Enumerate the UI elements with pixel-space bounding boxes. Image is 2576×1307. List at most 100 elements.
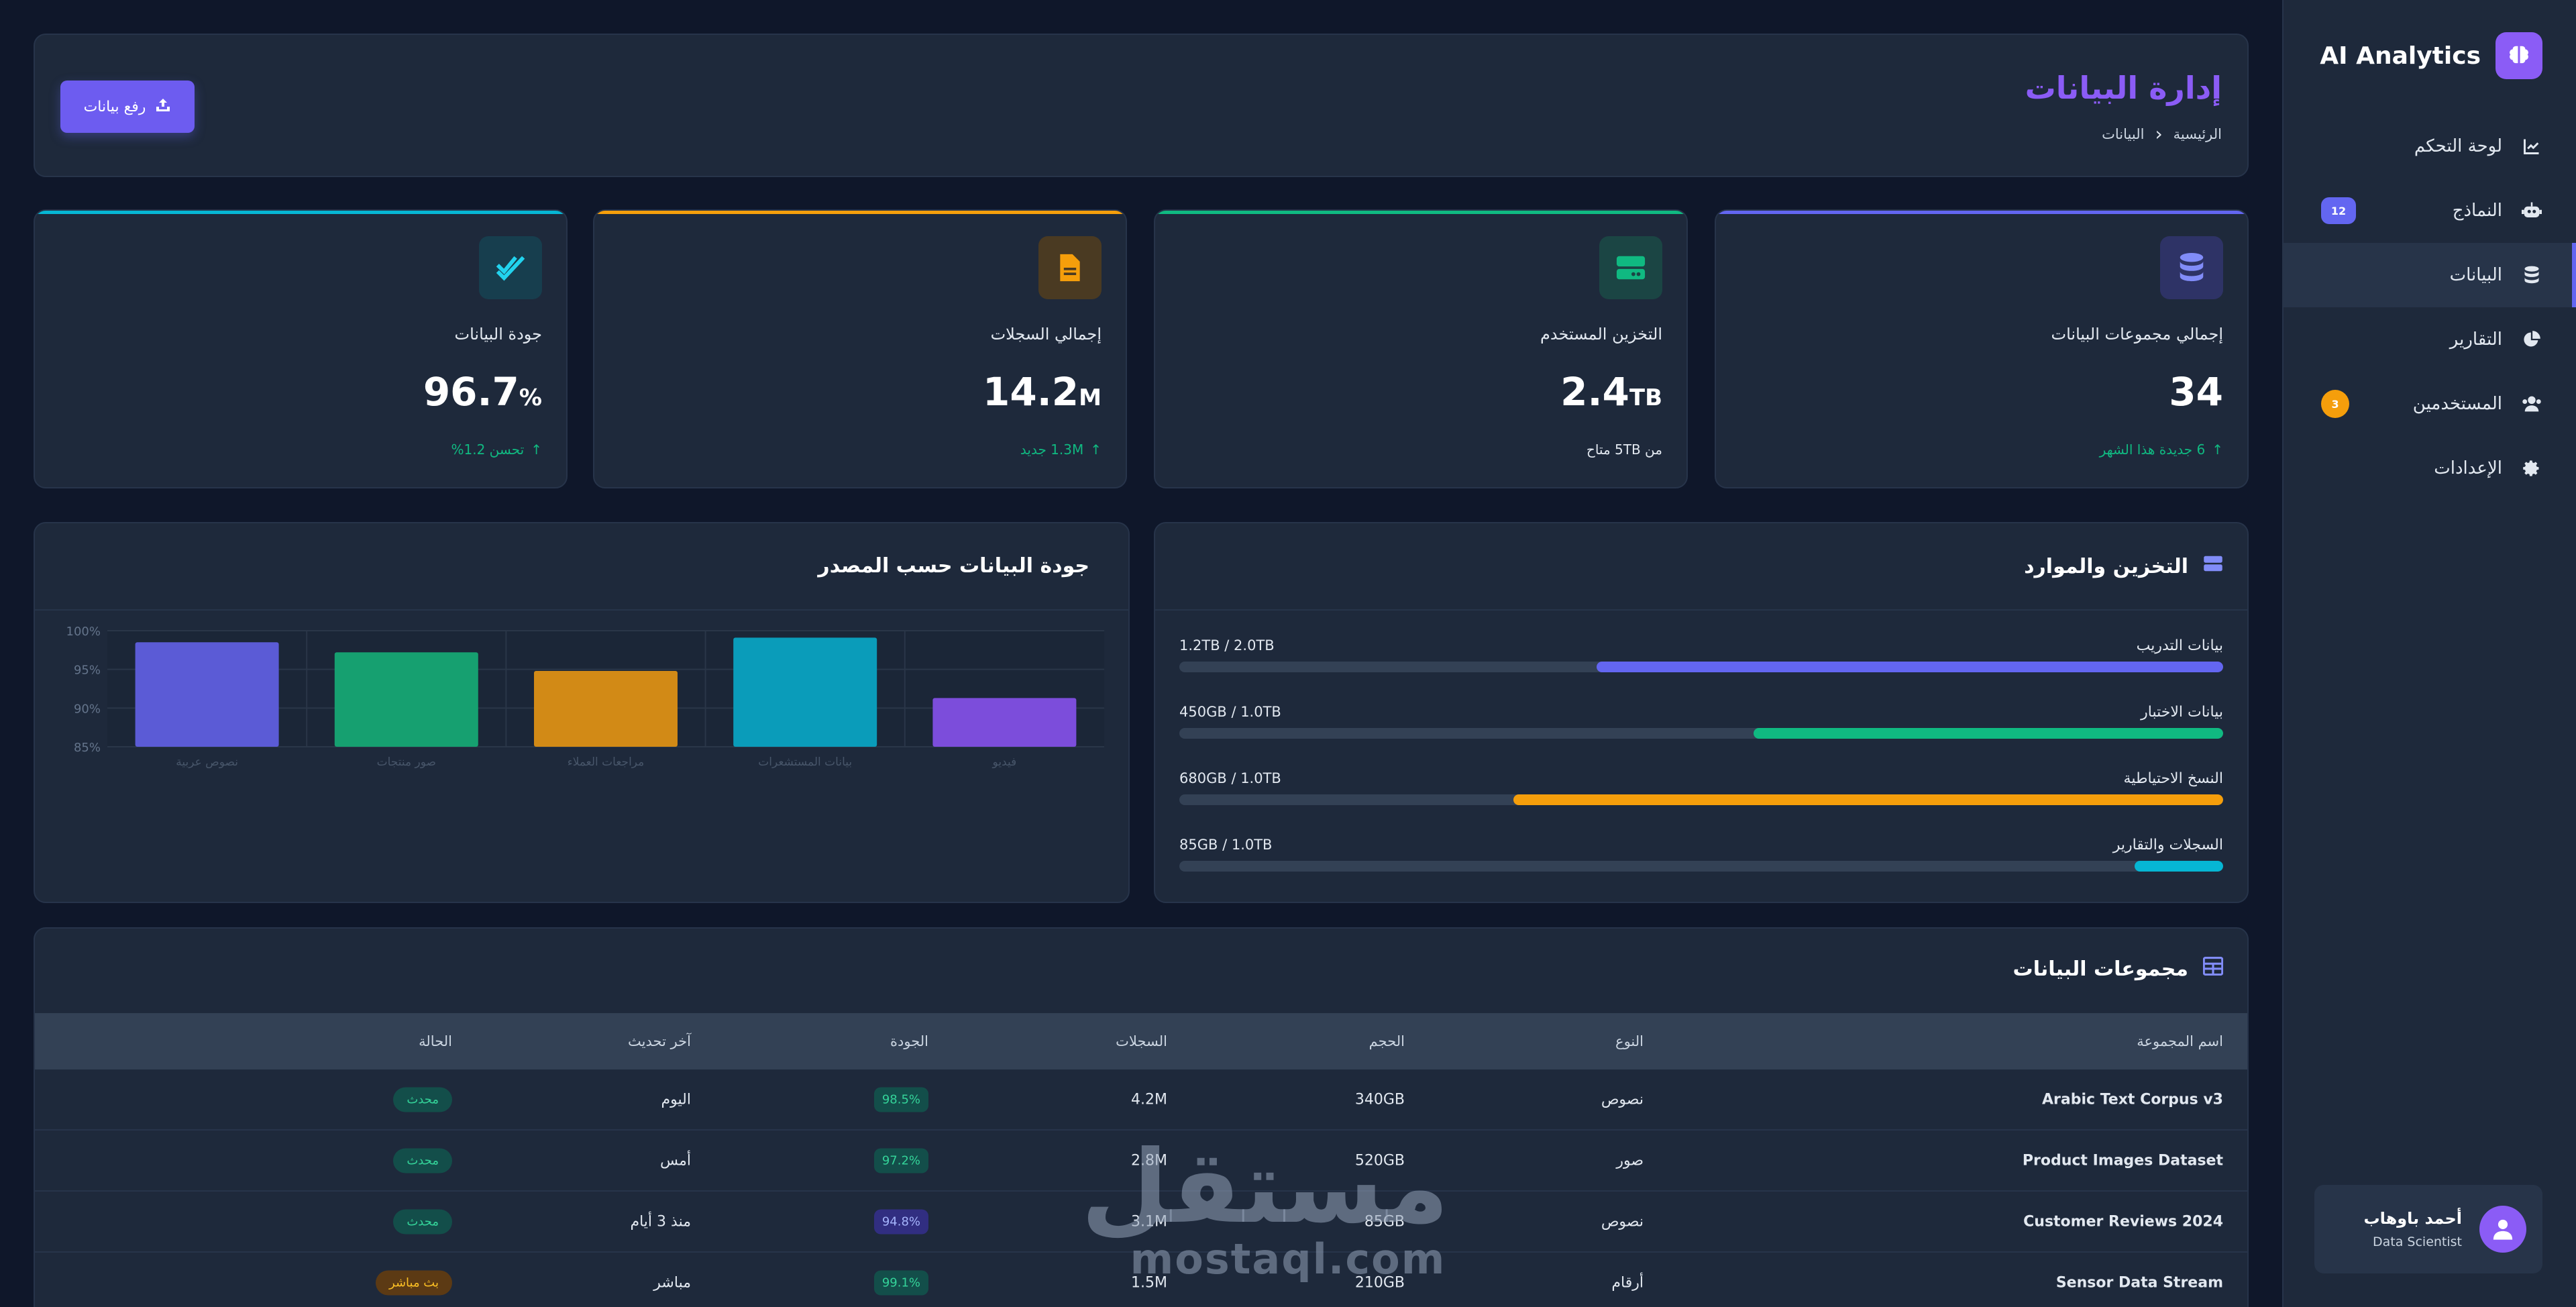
y-tick-label: 90% [74,702,101,716]
page-header: إدارة البيانات الرئيسية ‹ البيانات رفع ب… [34,34,2249,177]
progress-fill [2134,861,2223,872]
dataset-name[interactable]: Sensor Data Stream [2055,1274,2223,1291]
accent-line [594,211,1126,214]
arrow-up-icon: ↑ [1090,441,1102,458]
storage-row: بيانات الاختبار 450GB / 1.0TB [1179,704,2223,744]
breadcrumb-current: البيانات [2102,126,2145,142]
progress-track [1179,662,2223,672]
brain-icon [2496,32,2542,79]
accent-line [1155,211,1686,214]
storage-row-value: 450GB / 1.0TB [1179,704,1281,720]
sidebar-item-dashboard[interactable]: لوحة التحكم [2284,114,2576,178]
table-icon [2202,956,2224,981]
stat-card-datasets: إجمالي مجموعات البيانات 34 ↑ 6 جديدة هذا… [1715,209,2249,488]
sidebar-item-reports[interactable]: التقارير [2284,307,2576,372]
table-body: Arabic Text Corpus v3 نصوص 340GB 4.2M 98.5% ا… [35,1069,2247,1307]
dataset-type: نصوص [1601,1091,1644,1108]
column-header[interactable]: الحالة [419,1033,452,1049]
dataset-name[interactable]: Arabic Text Corpus v3 [2041,1091,2223,1108]
dataset-updated: اليوم [661,1091,691,1108]
storage-row-value: 1.2TB / 2.0TB [1179,637,1275,654]
quality-by-source-card: جودة البيانات حسب المصدر 100% 95% 90% 85% نص… [34,522,1130,903]
upload-data-button[interactable]: رفع بيانات [60,81,195,133]
stat-card-records: إجمالي السجلات 14.2M ↑ 1.3M جديد [593,209,1127,488]
breadcrumb-home[interactable]: الرئيسية [2173,126,2222,142]
quality-badge: 98.5% [873,1087,928,1112]
models-count-badge: 12 [2321,197,2356,224]
dataset-name[interactable]: Customer Reviews 2024 [2023,1213,2223,1230]
upload-button-label: رفع بيانات [83,98,146,115]
upload-icon [155,97,171,116]
stat-value: 34 [2169,369,2223,415]
storage-row-label: بيانات التدريب [2136,637,2223,654]
arrow-up-icon: ↑ [2212,441,2223,458]
table-row[interactable]: Customer Reviews 2024 نصوص 85GB 3.1M 94.8% من… [35,1192,2247,1253]
stat-note: من 5TB متاح [1587,441,1662,458]
quality-bar [534,670,678,747]
table-row[interactable]: Sensor Data Stream أرقام 210GB 1.5M 99.1% مبا… [35,1253,2247,1307]
dataset-updated: مباشر [653,1274,691,1291]
column-header[interactable]: آخر تحديث [628,1033,691,1049]
status-badge: محدث [393,1148,452,1173]
x-tick-label: بيانات المستشعرات [758,755,852,769]
stat-note-text: من 5TB متاح [1586,441,1662,458]
stat-label: إجمالي مجموعات البيانات [2051,325,2223,344]
progress-fill [1513,794,2223,805]
stat-trend: ↑ تحسن 1.2% [451,441,543,458]
storage-row: النسخ الاحتياطية 680GB / 1.0TB [1179,770,2223,811]
stat-unit: M [1079,384,1102,411]
stat-trend-text: 1.3M جديد [1020,441,1084,458]
dataset-records: 2.8M [1131,1152,1167,1169]
sidebar-item-users[interactable]: المستخدمين 3 [2284,372,2576,436]
card-title: مجموعات البيانات [2013,956,2224,981]
stat-number: 96.7 [423,369,519,415]
user-profile-card[interactable]: أحمد باوهاب Data Scientist [2314,1185,2542,1273]
stat-number: 34 [2169,369,2223,415]
pie-chart-icon [2521,329,2542,350]
column-header[interactable]: السجلات [1116,1033,1167,1049]
brand[interactable]: AI Analytics [2320,32,2542,79]
sidebar-item-models[interactable]: النماذج 12 [2284,178,2576,243]
column-header[interactable]: الحجم [1368,1033,1405,1049]
dataset-records: 3.1M [1131,1213,1167,1230]
table-row[interactable]: Product Images Dataset صور 520GB 2.8M 97.2% أ… [35,1131,2247,1192]
sidebar-item-settings[interactable]: الإعدادات [2284,436,2576,501]
storage-row: بيانات التدريب 1.2TB / 2.0TB [1179,637,2223,678]
card-title-text: التخزين والموارد [2024,554,2188,578]
dataset-name[interactable]: Product Images Dataset [2022,1152,2223,1169]
status-badge: محدث [393,1209,452,1234]
quality-bar [334,652,478,747]
watermark-logo: مستقل mostaql.com [1081,1129,1449,1284]
x-tick-label: فيديو [992,755,1017,769]
column-header[interactable]: النوع [1615,1033,1644,1049]
column-header[interactable]: الجودة [890,1033,928,1049]
x-tick-label: مراجعات العملاء [568,755,645,769]
column-header[interactable]: اسم المجموعة [2137,1033,2223,1049]
card-title: جودة البيانات حسب المصدر [818,554,1104,660]
chart-line-icon [2521,136,2542,157]
avatar [2479,1206,2526,1253]
double-check-icon [479,236,542,299]
stat-value: 96.7% [423,369,542,415]
quality-badge: 94.8% [873,1209,928,1234]
dataset-records: 1.5M [1131,1274,1167,1291]
storage-row-label: النسخ الاحتياطية [2123,770,2223,787]
gear-icon [2521,458,2542,479]
watermark-arabic: مستقل [1081,1129,1449,1246]
sidebar-item-data[interactable]: البيانات [2284,243,2576,307]
watermark-latin: mostaql.com [1130,1235,1446,1284]
dataset-size: 520GB [1354,1152,1405,1169]
page-title: إدارة البيانات [2025,70,2222,106]
stat-value: 2.4TB [1560,369,1662,415]
stat-number: 2.4 [1560,369,1629,415]
server-icon [2203,554,2223,578]
progress-track [1179,861,2223,872]
stat-unit: % [519,384,542,411]
table-row[interactable]: Arabic Text Corpus v3 نصوص 340GB 4.2M 98.5% ا… [35,1069,2247,1131]
stat-value: 14.2M [983,369,1102,415]
file-icon [1038,236,1102,299]
dataset-type: نصوص [1601,1213,1644,1230]
progress-fill [1753,728,2223,739]
user-role: Data Scientist [2373,1235,2462,1249]
quality-bar [135,642,279,747]
